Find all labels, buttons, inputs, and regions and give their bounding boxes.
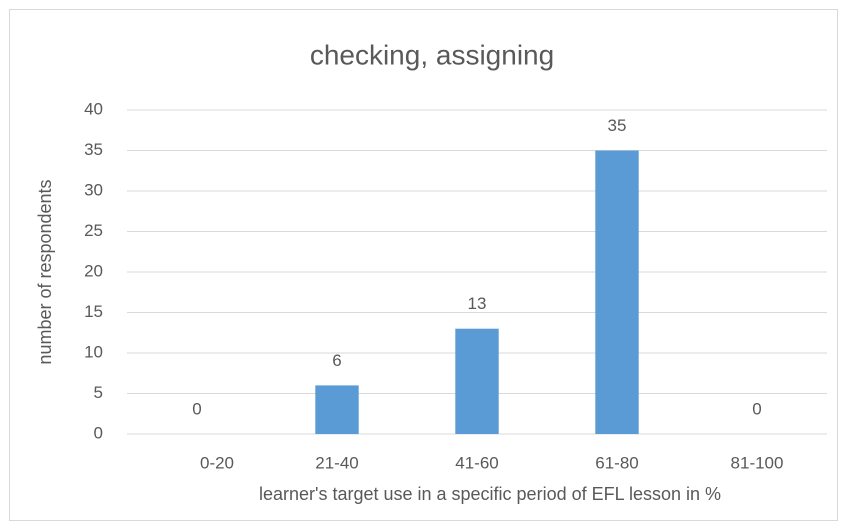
x-tick-label: 41-60 bbox=[455, 453, 498, 472]
bar bbox=[595, 150, 639, 434]
chart-title: checking, assigning bbox=[310, 39, 554, 70]
chart-frame bbox=[9, 9, 838, 521]
y-tick-label: 40 bbox=[84, 99, 103, 118]
y-tick-label: 35 bbox=[84, 140, 103, 159]
y-tick-label: 20 bbox=[84, 261, 103, 280]
x-tick-label: 0-20 bbox=[200, 453, 234, 472]
x-tick-label: 81-100 bbox=[731, 453, 784, 472]
y-tick-label: 15 bbox=[84, 302, 103, 321]
data-label: 0 bbox=[752, 399, 761, 418]
x-tick-label: 61-80 bbox=[595, 453, 638, 472]
data-label: 6 bbox=[332, 351, 341, 370]
y-axis-label: number of respondents bbox=[35, 179, 55, 364]
y-tick-label: 30 bbox=[84, 180, 103, 199]
y-tick-label: 10 bbox=[84, 342, 103, 361]
x-tick-label: 21-40 bbox=[315, 453, 358, 472]
y-tick-label: 5 bbox=[94, 383, 103, 402]
data-label: 35 bbox=[608, 116, 627, 135]
y-tick-label: 0 bbox=[94, 423, 103, 442]
bar bbox=[315, 385, 359, 434]
bar bbox=[455, 328, 499, 434]
data-label: 0 bbox=[192, 399, 201, 418]
x-axis-label: learner's target use in a specific perio… bbox=[259, 484, 721, 504]
data-label: 13 bbox=[468, 294, 487, 313]
y-tick-label: 25 bbox=[84, 221, 103, 240]
